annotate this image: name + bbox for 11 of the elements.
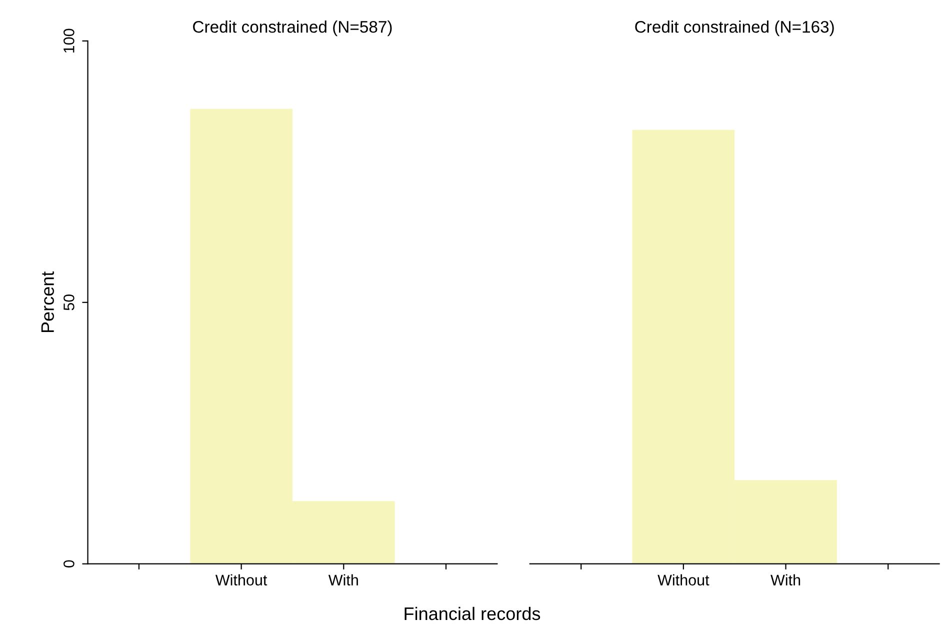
x-axis-title: Financial records	[404, 606, 540, 620]
chart-title: Credit constrained (N=587)	[193, 20, 392, 36]
x-tick-label: Without	[215, 574, 268, 586]
x-tick-label: With	[328, 574, 358, 586]
x-tick-label: Without	[658, 574, 710, 586]
chart-title: Credit constrained (N=163)	[635, 20, 834, 36]
x-tick-label: With	[770, 574, 800, 586]
y-tick-label: 100	[64, 28, 74, 53]
y-axis-title: Percent	[41, 271, 54, 332]
y-tick-label: 0	[64, 560, 74, 568]
y-tick-label: 50	[64, 294, 74, 310]
